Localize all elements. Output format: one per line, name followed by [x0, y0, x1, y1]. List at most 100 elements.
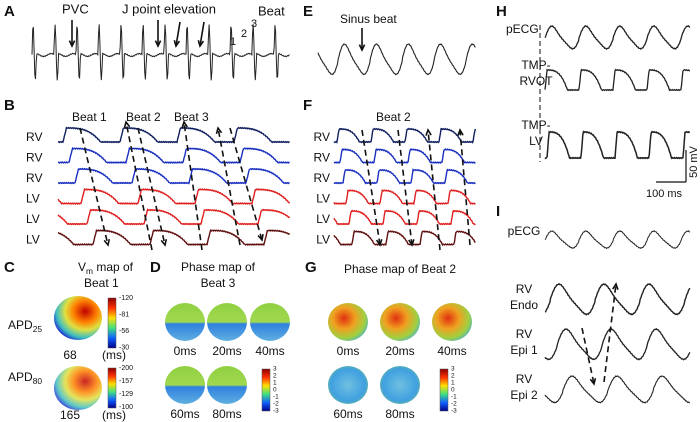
arrow [427, 129, 441, 251]
label: -100 [119, 404, 133, 411]
colorbar [261, 368, 271, 412]
label: 60ms [333, 407, 362, 421]
trace [544, 229, 691, 250]
subscript: 25 [33, 324, 43, 334]
phase-map [207, 303, 247, 341]
trace [57, 167, 290, 185]
label: -200 [119, 365, 133, 372]
panel-letter: H [496, 3, 507, 20]
trace [333, 127, 477, 144]
subscript: 80 [33, 376, 43, 386]
panel-letter: E [303, 3, 313, 20]
label: -157 [119, 378, 133, 385]
label: 3 [273, 366, 277, 373]
arrow [397, 129, 413, 246]
label: 165 [60, 408, 80, 422]
phase-map [165, 366, 205, 404]
arrow-head [181, 120, 189, 128]
label: 2 [451, 373, 455, 380]
label: Phase map of Beat 2 [344, 262, 456, 276]
trace [57, 187, 291, 206]
label: Epi 2 [510, 388, 538, 402]
trace [317, 43, 476, 76]
label: TMP- [521, 118, 550, 132]
label: Beat 2 [376, 110, 411, 124]
trace [544, 375, 691, 404]
label: RV [314, 171, 330, 185]
label: LV [26, 212, 40, 226]
trace [544, 24, 691, 51]
arrow-head [358, 44, 366, 52]
label: 1 [230, 36, 236, 48]
panel-letter: B [4, 97, 15, 114]
voltage-map [54, 366, 102, 410]
arrow-head [408, 239, 415, 247]
label: -81 [119, 311, 129, 318]
label: 2 [273, 373, 277, 380]
label: 100 ms [646, 188, 683, 200]
arrow-head [160, 238, 168, 247]
label: 40ms [255, 344, 284, 358]
label: 1 [273, 380, 277, 387]
colorbar [107, 297, 117, 349]
trace [544, 130, 691, 160]
arrow-head [425, 128, 432, 136]
label: 80ms [385, 407, 414, 421]
label: -3 [451, 408, 457, 415]
trace [544, 282, 691, 316]
label: 40ms [437, 344, 466, 358]
arrow-head [257, 233, 264, 242]
trace [57, 229, 291, 247]
arrow [125, 121, 153, 251]
label: (ms) [102, 408, 126, 422]
voltage-map [54, 296, 102, 340]
label: LV [316, 212, 330, 226]
label: 1 [451, 380, 455, 387]
arrow [199, 21, 205, 47]
label: (ms) [102, 348, 126, 362]
label: 80ms [212, 407, 241, 421]
label: -3 [273, 408, 279, 415]
panel-letter: D [150, 259, 161, 276]
label: -129 [119, 391, 133, 398]
label: RV [516, 372, 532, 386]
label: LV [529, 134, 543, 148]
label: Beat [258, 3, 285, 18]
trace [57, 146, 290, 165]
label: RV [26, 171, 42, 185]
subscript-label: Vm map of [78, 260, 134, 276]
phase-map [250, 303, 290, 341]
label: 20ms [212, 344, 241, 358]
label: Beat 3 [201, 276, 236, 290]
arrow [361, 129, 381, 246]
label: 20ms [385, 344, 414, 358]
phase-map [380, 303, 420, 341]
label: J point elevation [122, 1, 216, 16]
label: -56 [119, 328, 129, 335]
label: RV [314, 151, 330, 165]
label: Epi 1 [510, 343, 538, 357]
label: RV [516, 282, 532, 296]
arrow [137, 127, 166, 246]
main-text: APD [8, 318, 33, 332]
label: TMP- [521, 58, 550, 72]
arrow-head [457, 128, 464, 136]
phase-map [380, 366, 420, 404]
arrow [603, 283, 617, 383]
arrow-head [103, 238, 111, 247]
arrow-head [173, 40, 181, 48]
label: pECG [506, 22, 539, 36]
rest-text: map of [93, 260, 134, 274]
label: RV [26, 130, 42, 144]
label: Sinus beat [340, 12, 397, 26]
label: RV [26, 151, 42, 165]
label: -1 [451, 394, 457, 401]
arrow [459, 129, 471, 246]
panel-letter: C [4, 259, 15, 276]
label: LV [316, 233, 330, 247]
label: Beat 1 [84, 276, 119, 290]
trace [333, 209, 476, 226]
phase-map [328, 303, 368, 341]
panel-letter: F [303, 97, 312, 114]
label: LV [26, 192, 40, 206]
